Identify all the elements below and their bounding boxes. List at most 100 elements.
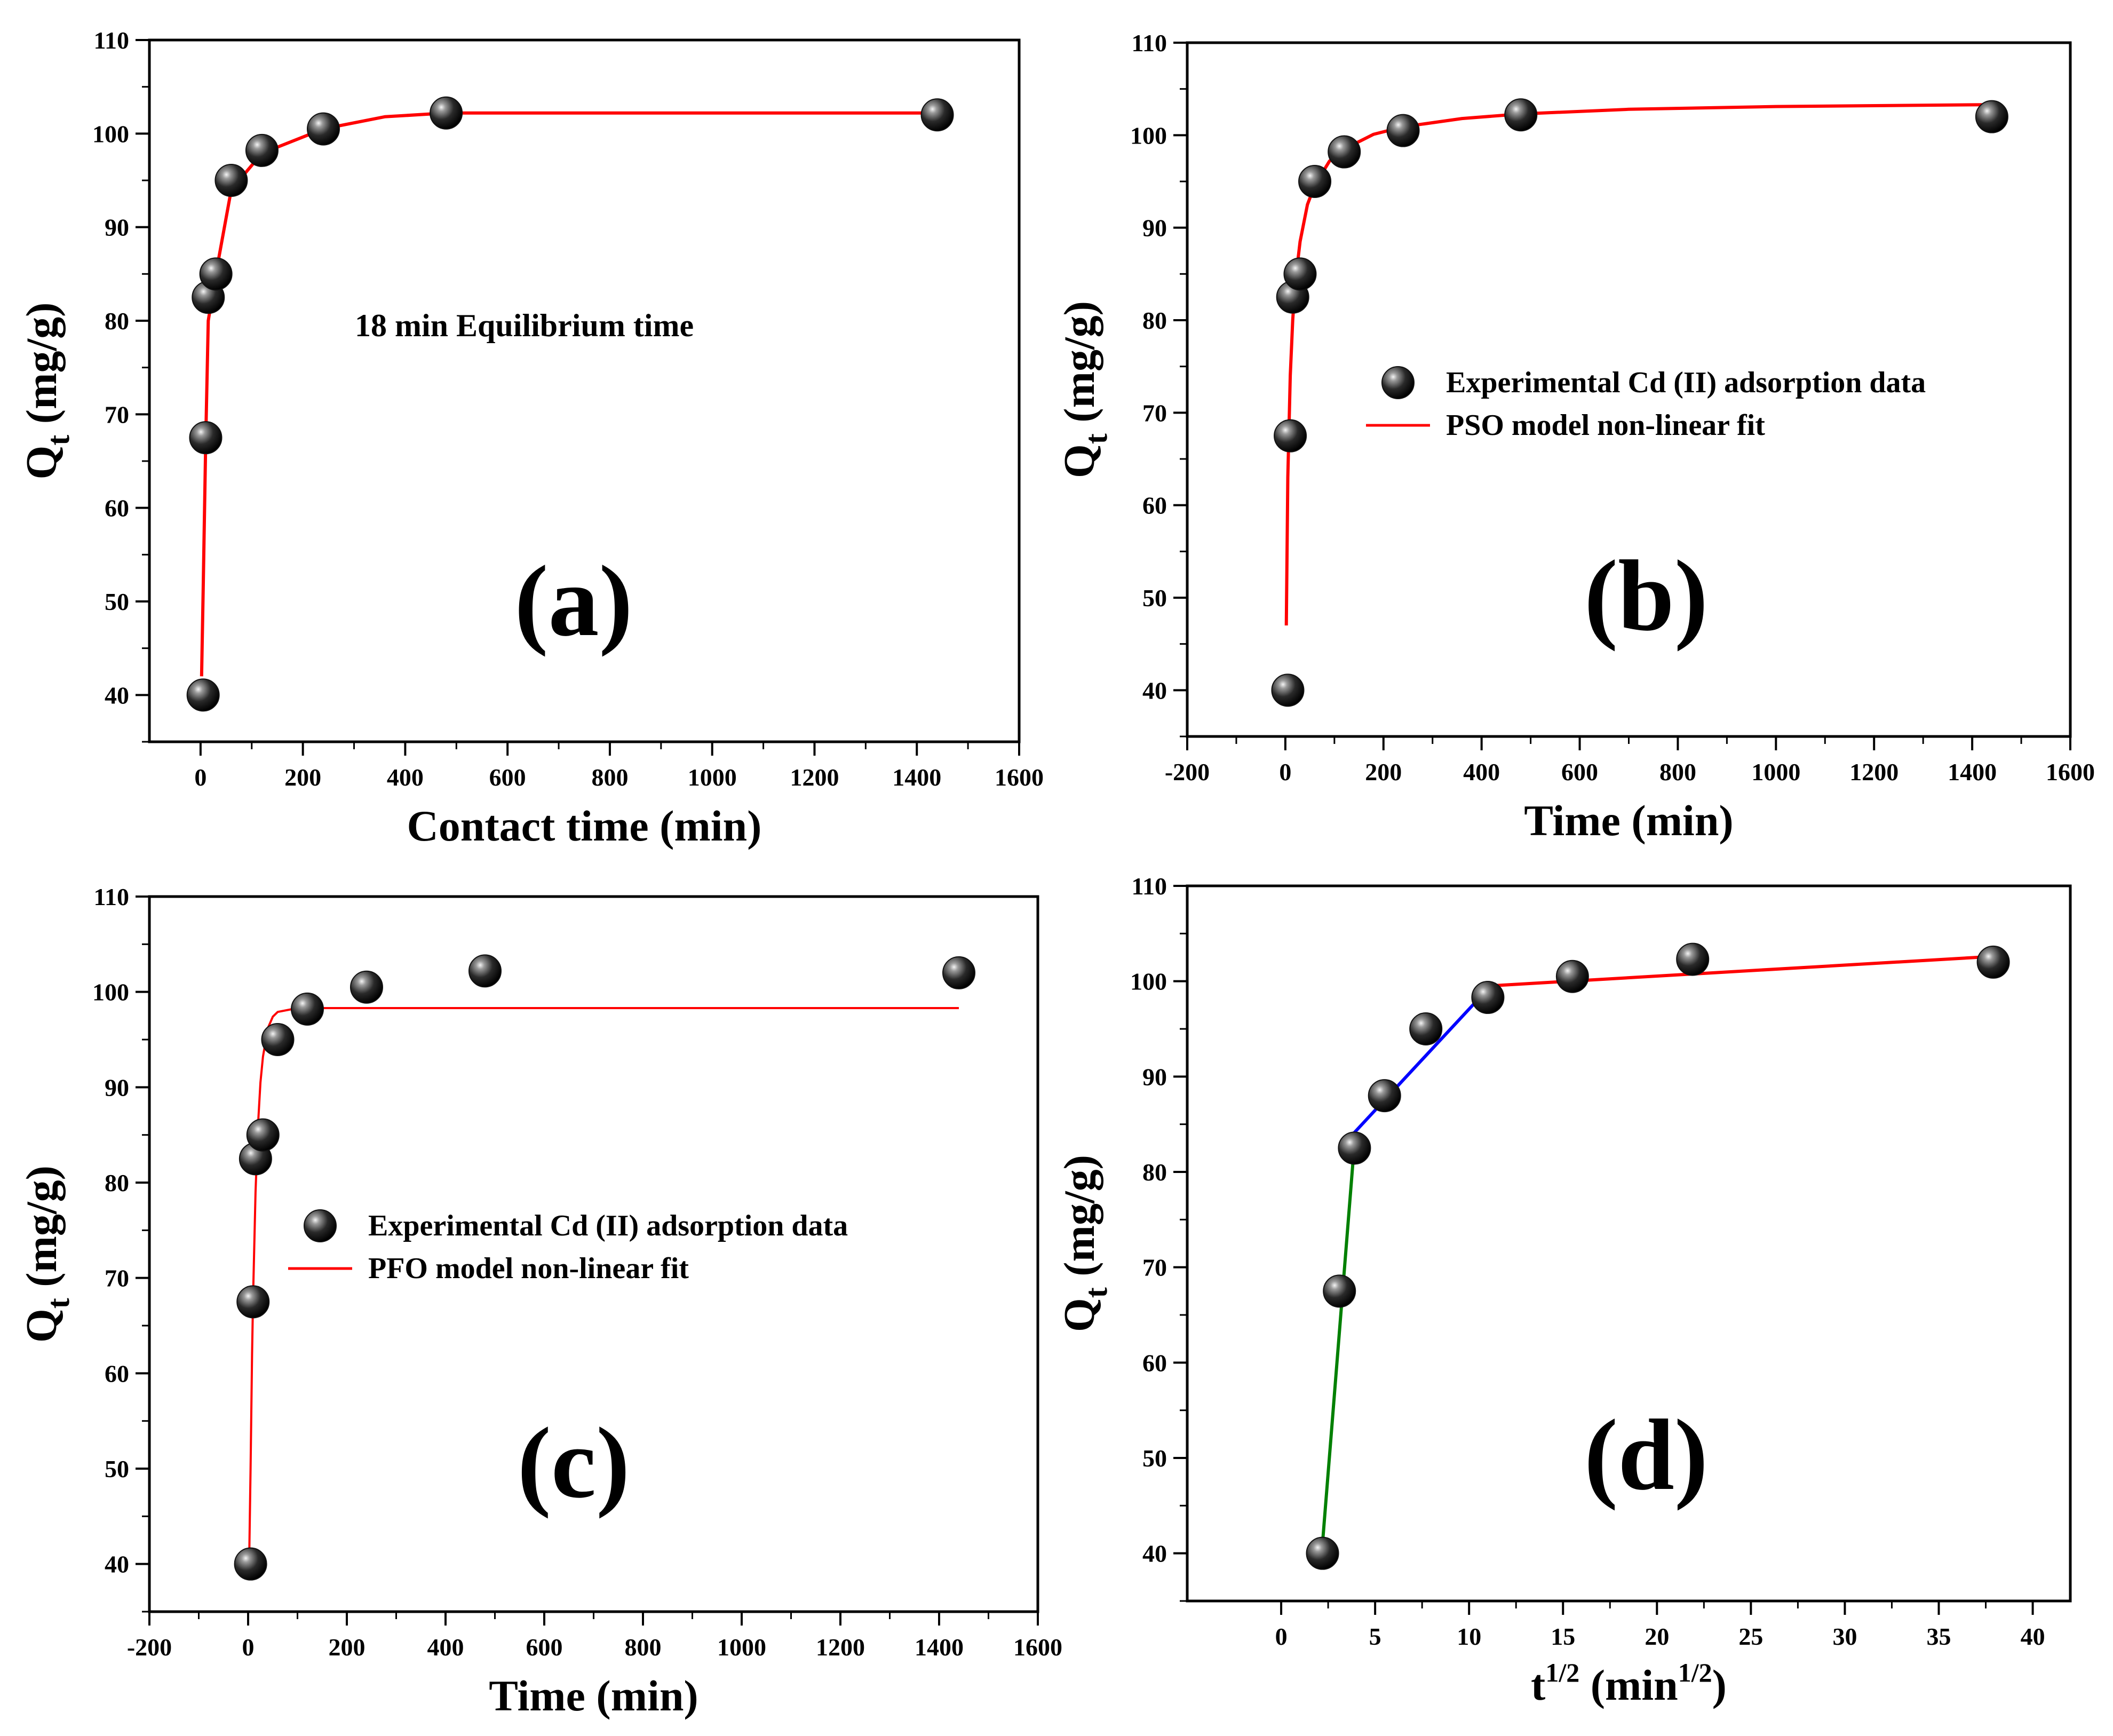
x-tick-label: 400 — [427, 1634, 464, 1661]
x-tick-label: 1600 — [1013, 1634, 1062, 1661]
data-point — [1283, 257, 1317, 291]
x-tick-label: 800 — [625, 1634, 662, 1661]
x-tick-label: 600 — [526, 1634, 563, 1661]
data-point — [1338, 1131, 1371, 1165]
y-tick-label: 80 — [105, 1169, 129, 1196]
x-axis-label: Time (min) — [1524, 796, 1734, 845]
x-tick-label: 5 — [1369, 1623, 1381, 1650]
y-tick-label: 100 — [92, 979, 129, 1006]
data-point — [1975, 100, 2008, 133]
panel-label: (c) — [518, 1407, 630, 1519]
data-point — [1298, 165, 1332, 198]
y-tick-label: 60 — [1142, 1349, 1167, 1376]
x-tick-label: 0 — [1279, 758, 1291, 786]
fit-line — [1321, 1143, 1356, 1544]
x-tick-label: -200 — [127, 1634, 172, 1661]
y-tick-label: 40 — [1142, 1540, 1167, 1567]
data-point — [920, 98, 954, 132]
y-tick-label: 60 — [105, 495, 129, 522]
x-tick-label: 1000 — [1751, 758, 1800, 786]
data-point — [1274, 419, 1307, 453]
y-tick-label: 50 — [105, 1455, 129, 1483]
x-tick-label: 1000 — [688, 764, 737, 791]
x-tick-label: 0 — [1275, 1623, 1288, 1650]
plot-frame — [148, 38, 1021, 743]
data-point — [1368, 1079, 1401, 1113]
x-tick-label: 200 — [1365, 758, 1402, 786]
plot-frame — [1186, 884, 2072, 1603]
x-tick-label: 0 — [242, 1634, 255, 1661]
x-axis-label: t1/2 (min1/2) — [1531, 1658, 1727, 1709]
chart-panel-a: 0 200 400 600 800 1000 1200 1400 1600 40 50 60 70 80 9… — [17, 27, 1044, 850]
y-axis-label: Qt (mg/g) — [17, 303, 76, 480]
data-point — [215, 164, 248, 197]
legend-label: Experimental Cd (II) adsorption data — [1446, 366, 1926, 399]
x-tick-label: 600 — [1561, 758, 1598, 786]
x-tick-label: 400 — [387, 764, 424, 791]
data-point — [1471, 981, 1505, 1014]
data-point — [186, 678, 220, 712]
panel-label: (b) — [1584, 540, 1708, 652]
data-point — [1976, 945, 2010, 979]
x-tick-label: 25 — [1738, 1623, 1763, 1650]
fit-line — [248, 1007, 959, 1564]
y-tick-label: 70 — [105, 401, 129, 428]
data-point — [1409, 1012, 1443, 1045]
x-tick-label: 0 — [194, 764, 206, 791]
fit-line — [1284, 103, 1992, 626]
x-tick-label: 1600 — [995, 764, 1044, 791]
chart-panel-c: -200 0 200 400 600 800 1000 1200 1400 1600 40 50 60 7… — [17, 883, 1062, 1720]
x-tick-label: 200 — [329, 1634, 366, 1661]
data-point — [236, 1285, 270, 1319]
data-point — [1386, 114, 1420, 147]
x-tick-label: 800 — [591, 764, 628, 791]
y-axis-label: Qt (mg/g) — [1055, 1155, 1114, 1332]
chart-panel-d: 0 5 10 15 20 25 30 35 40 40 50 60 70 80 90 100 110 t1/2 (… — [1055, 873, 2072, 1709]
panel-label: (a) — [514, 545, 633, 657]
x-axis-label: Time (min) — [489, 1671, 698, 1720]
x-tick-label: 200 — [284, 764, 321, 791]
data-point — [1676, 942, 1710, 976]
x-tick-label: 1200 — [1849, 758, 1898, 786]
x-tick-label: 1400 — [892, 764, 941, 791]
fit-line — [1347, 987, 1489, 1140]
x-tick-label: 15 — [1551, 1623, 1575, 1650]
y-tick-label: 90 — [1142, 215, 1167, 242]
x-tick-label: 40 — [2021, 1623, 2045, 1650]
x-tick-label: 800 — [1659, 758, 1696, 786]
legend: Experimental Cd (II) adsorption data PSO … — [1366, 366, 1926, 442]
data-point — [245, 133, 279, 167]
x-tick-label: 1200 — [790, 764, 839, 791]
legend-label: PFO model non-linear fit — [368, 1252, 689, 1285]
y-tick-label: 110 — [94, 27, 129, 54]
x-axis-label: Contact time (min) — [407, 802, 762, 850]
y-tick-label: 100 — [1130, 968, 1167, 995]
y-tick-label: 50 — [1142, 584, 1167, 612]
y-tick-label: 60 — [105, 1360, 129, 1387]
y-tick-label: 40 — [1142, 677, 1167, 704]
x-tick-label: 1600 — [2046, 758, 2095, 786]
data-point — [1504, 98, 1538, 132]
data-point — [1328, 135, 1361, 169]
y-tick-label: 80 — [1142, 1159, 1167, 1186]
y-tick-label: 40 — [105, 1551, 129, 1578]
data-point — [1555, 960, 1589, 993]
data-point — [468, 954, 502, 988]
y-tick-label: 70 — [1142, 1254, 1167, 1281]
y-tick-label: 90 — [105, 1074, 129, 1101]
data-point — [189, 421, 223, 455]
y-tick-label: 40 — [105, 681, 129, 709]
y-tick-label: 100 — [92, 120, 129, 147]
x-tick-label: 400 — [1463, 758, 1500, 786]
data-point — [234, 1547, 267, 1581]
y-tick-label: 50 — [1142, 1445, 1167, 1472]
y-tick-label: 70 — [1142, 399, 1167, 426]
x-tick-label: 1400 — [915, 1634, 964, 1661]
y-tick-label: 70 — [105, 1265, 129, 1292]
y-tick-label: 80 — [1142, 307, 1167, 334]
y-tick-label: 50 — [105, 588, 129, 615]
data-point — [261, 1023, 295, 1056]
data-point — [1323, 1274, 1356, 1308]
data-point — [199, 257, 233, 291]
